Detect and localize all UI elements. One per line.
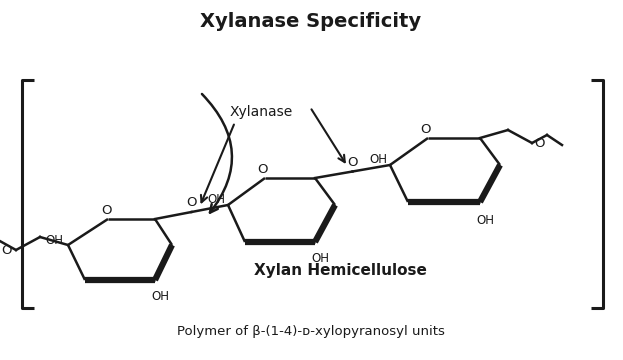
- Text: O: O: [1, 243, 12, 256]
- Text: OH: OH: [45, 234, 63, 248]
- Text: O: O: [258, 163, 269, 176]
- Text: Xylan Hemicellulose: Xylan Hemicellulose: [254, 262, 426, 278]
- Text: Polymer of β-(1-4)-ᴅ-xylopyranosyl units: Polymer of β-(1-4)-ᴅ-xylopyranosyl units: [177, 325, 445, 338]
- Text: O: O: [534, 136, 545, 149]
- Text: O: O: [347, 156, 358, 168]
- Text: OH: OH: [476, 214, 494, 227]
- Text: OH: OH: [207, 193, 225, 206]
- Text: O: O: [101, 204, 112, 217]
- Text: OH: OH: [369, 153, 387, 166]
- Text: O: O: [186, 196, 197, 209]
- Text: Xylanase: Xylanase: [230, 105, 293, 119]
- Text: OH: OH: [311, 252, 329, 265]
- Text: Xylanase Specificity: Xylanase Specificity: [201, 12, 422, 31]
- Text: O: O: [421, 123, 431, 136]
- Text: OH: OH: [151, 290, 169, 303]
